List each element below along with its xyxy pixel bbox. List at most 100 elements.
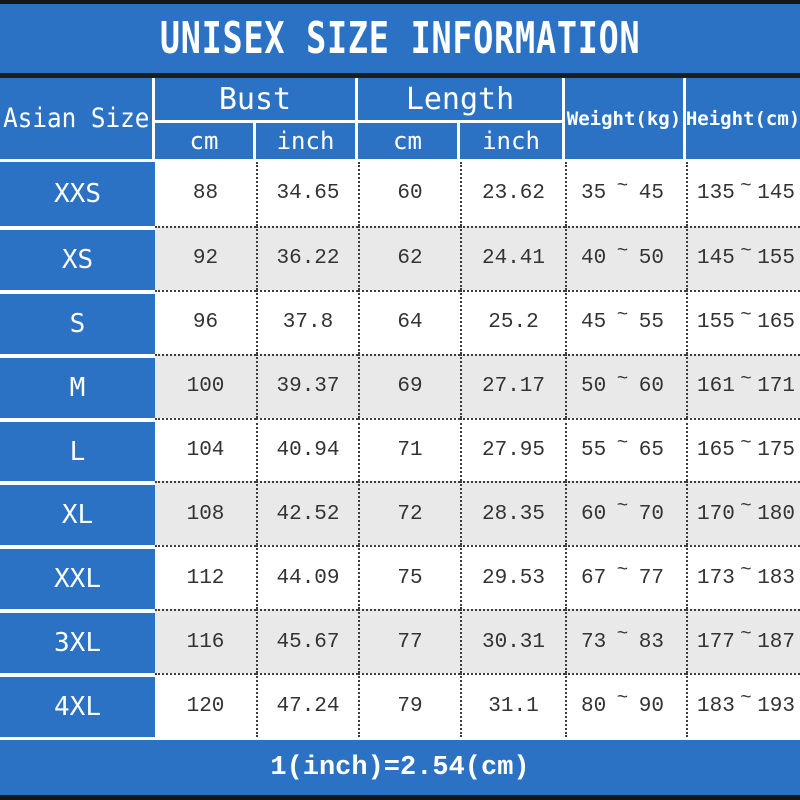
tilde-glyph: ~ bbox=[616, 367, 629, 390]
bust-cm-value: 116 bbox=[155, 609, 256, 674]
height-max-value: 165 bbox=[757, 311, 795, 335]
title-separator bbox=[0, 73, 800, 78]
size-label: XL bbox=[0, 481, 155, 546]
bust-inch-value: 39.37 bbox=[256, 353, 358, 418]
height-range: 170 ~180 bbox=[686, 481, 800, 546]
top-frame-bar bbox=[0, 0, 800, 4]
column-group-length: Length bbox=[358, 78, 565, 123]
conversion-note: 1(inch)=2.54(cm) bbox=[270, 752, 530, 783]
tilde-glyph: ~ bbox=[616, 687, 629, 710]
column-group-bust: Bust bbox=[155, 78, 358, 123]
footer-separator bbox=[0, 737, 800, 740]
tilde-glyph: ~ bbox=[616, 174, 629, 197]
bust-cm-value: 100 bbox=[155, 353, 256, 418]
table-header: Asian Size Bust Length Weight(kg) Height… bbox=[0, 78, 800, 162]
footer-bar: 1(inch)=2.54(cm) bbox=[0, 740, 800, 795]
height-max-value: 180 bbox=[757, 502, 795, 526]
size-label: XXS bbox=[0, 162, 155, 226]
height-min-value: 145 bbox=[697, 247, 735, 271]
column-header-length-inch: inch bbox=[460, 123, 565, 162]
tilde-glyph: ~ bbox=[616, 431, 629, 454]
weight-max-value: 60 bbox=[638, 375, 664, 399]
height-max-value: 155 bbox=[757, 247, 795, 271]
length-inch-value: 29.53 bbox=[460, 545, 565, 610]
length-inch-value: 27.95 bbox=[460, 417, 565, 482]
height-max-value: 175 bbox=[757, 439, 795, 462]
size-label: S bbox=[0, 289, 155, 354]
length-inch-value: 23.62 bbox=[460, 162, 565, 226]
table-row: L 104 40.94 71 27.95 55 ~65 165 ~175 bbox=[0, 417, 800, 482]
bust-cm-value: 120 bbox=[155, 673, 256, 738]
bust-cm-value: 108 bbox=[155, 481, 256, 546]
table-row: S 96 37.8 64 25.2 45 ~55 155 ~165 bbox=[0, 289, 800, 354]
weight-max-value: 70 bbox=[638, 502, 664, 526]
bust-inch-value: 40.94 bbox=[256, 417, 358, 482]
weight-range: 73 ~83 bbox=[565, 609, 686, 674]
weight-min-value: 50 bbox=[581, 375, 607, 399]
weight-max-value: 77 bbox=[638, 566, 664, 590]
size-label: 4XL bbox=[0, 673, 155, 738]
weight-range: 67 ~77 bbox=[565, 545, 686, 610]
length-cm-value: 69 bbox=[358, 353, 460, 418]
table-row: XL 108 42.52 72 28.35 60 ~70 170 ~180 bbox=[0, 481, 800, 546]
length-inch-value: 30.31 bbox=[460, 609, 565, 674]
length-cm-value: 75 bbox=[358, 545, 460, 610]
length-cm-value: 79 bbox=[358, 673, 460, 738]
tilde-glyph: ~ bbox=[616, 623, 629, 646]
column-header-length-cm: cm bbox=[358, 123, 460, 162]
weight-max-value: 55 bbox=[638, 311, 664, 335]
tilde-glyph: ~ bbox=[740, 431, 752, 454]
height-range: 183 ~193 bbox=[686, 673, 800, 738]
tilde-glyph: ~ bbox=[616, 559, 629, 582]
page-title: UNISEX SIZE INFORMATION bbox=[159, 13, 641, 64]
bust-cm-value: 104 bbox=[155, 417, 256, 482]
table-row: XS 92 36.22 62 24.41 40 ~50 145 ~155 bbox=[0, 225, 800, 290]
bust-cm-value: 112 bbox=[155, 545, 256, 610]
bust-inch-value: 36.22 bbox=[256, 225, 358, 290]
tilde-glyph: ~ bbox=[616, 495, 629, 518]
height-range: 135 ~145 bbox=[686, 162, 800, 226]
size-label: M bbox=[0, 353, 155, 418]
column-header-height: Height(cm) bbox=[686, 78, 800, 162]
size-label: L bbox=[0, 417, 155, 482]
table-row: 4XL 120 47.24 79 31.1 80 ~90 183 ~193 bbox=[0, 673, 800, 738]
bust-inch-value: 42.52 bbox=[256, 481, 358, 546]
column-header-bust-cm: cm bbox=[155, 123, 256, 162]
tilde-glyph: ~ bbox=[740, 239, 752, 262]
height-range: 177 ~187 bbox=[686, 609, 800, 674]
weight-max-value: 50 bbox=[638, 247, 664, 271]
tilde-glyph: ~ bbox=[740, 559, 752, 582]
size-label: XS bbox=[0, 225, 155, 290]
weight-min-value: 35 bbox=[581, 182, 607, 206]
tilde-glyph: ~ bbox=[616, 239, 629, 262]
weight-min-value: 73 bbox=[581, 630, 607, 654]
bust-inch-value: 37.8 bbox=[256, 289, 358, 354]
height-range: 155 ~165 bbox=[686, 289, 800, 354]
height-min-value: 170 bbox=[697, 502, 735, 526]
height-max-value: 145 bbox=[757, 182, 795, 206]
weight-min-value: 67 bbox=[581, 566, 607, 590]
tilde-glyph: ~ bbox=[740, 495, 752, 518]
length-cm-value: 77 bbox=[358, 609, 460, 674]
height-min-value: 165 bbox=[697, 439, 735, 462]
length-inch-value: 24.41 bbox=[460, 225, 565, 290]
height-range: 145 ~155 bbox=[686, 225, 800, 290]
weight-min-value: 60 bbox=[581, 502, 607, 526]
column-header-weight: Weight(kg) bbox=[565, 78, 686, 162]
weight-min-value: 80 bbox=[581, 694, 607, 718]
tilde-glyph: ~ bbox=[616, 303, 629, 326]
column-header-asian-size-label: Asian Size bbox=[2, 103, 150, 134]
bust-inch-value: 44.09 bbox=[256, 545, 358, 610]
bust-inch-value: 45.67 bbox=[256, 609, 358, 674]
weight-max-value: 45 bbox=[638, 182, 664, 206]
weight-max-value: 90 bbox=[638, 694, 664, 718]
table-row: M 100 39.37 69 27.17 50 ~60 161 ~171 bbox=[0, 353, 800, 418]
weight-min-value: 45 bbox=[581, 311, 607, 335]
length-inch-value: 28.35 bbox=[460, 481, 565, 546]
tilde-glyph: ~ bbox=[740, 623, 752, 646]
length-cm-value: 72 bbox=[358, 481, 460, 546]
weight-range: 45 ~55 bbox=[565, 289, 686, 354]
height-max-value: 171 bbox=[757, 375, 795, 399]
table-row: XXS 88 34.65 60 23.62 35 ~45 135 ~145 bbox=[0, 162, 800, 226]
